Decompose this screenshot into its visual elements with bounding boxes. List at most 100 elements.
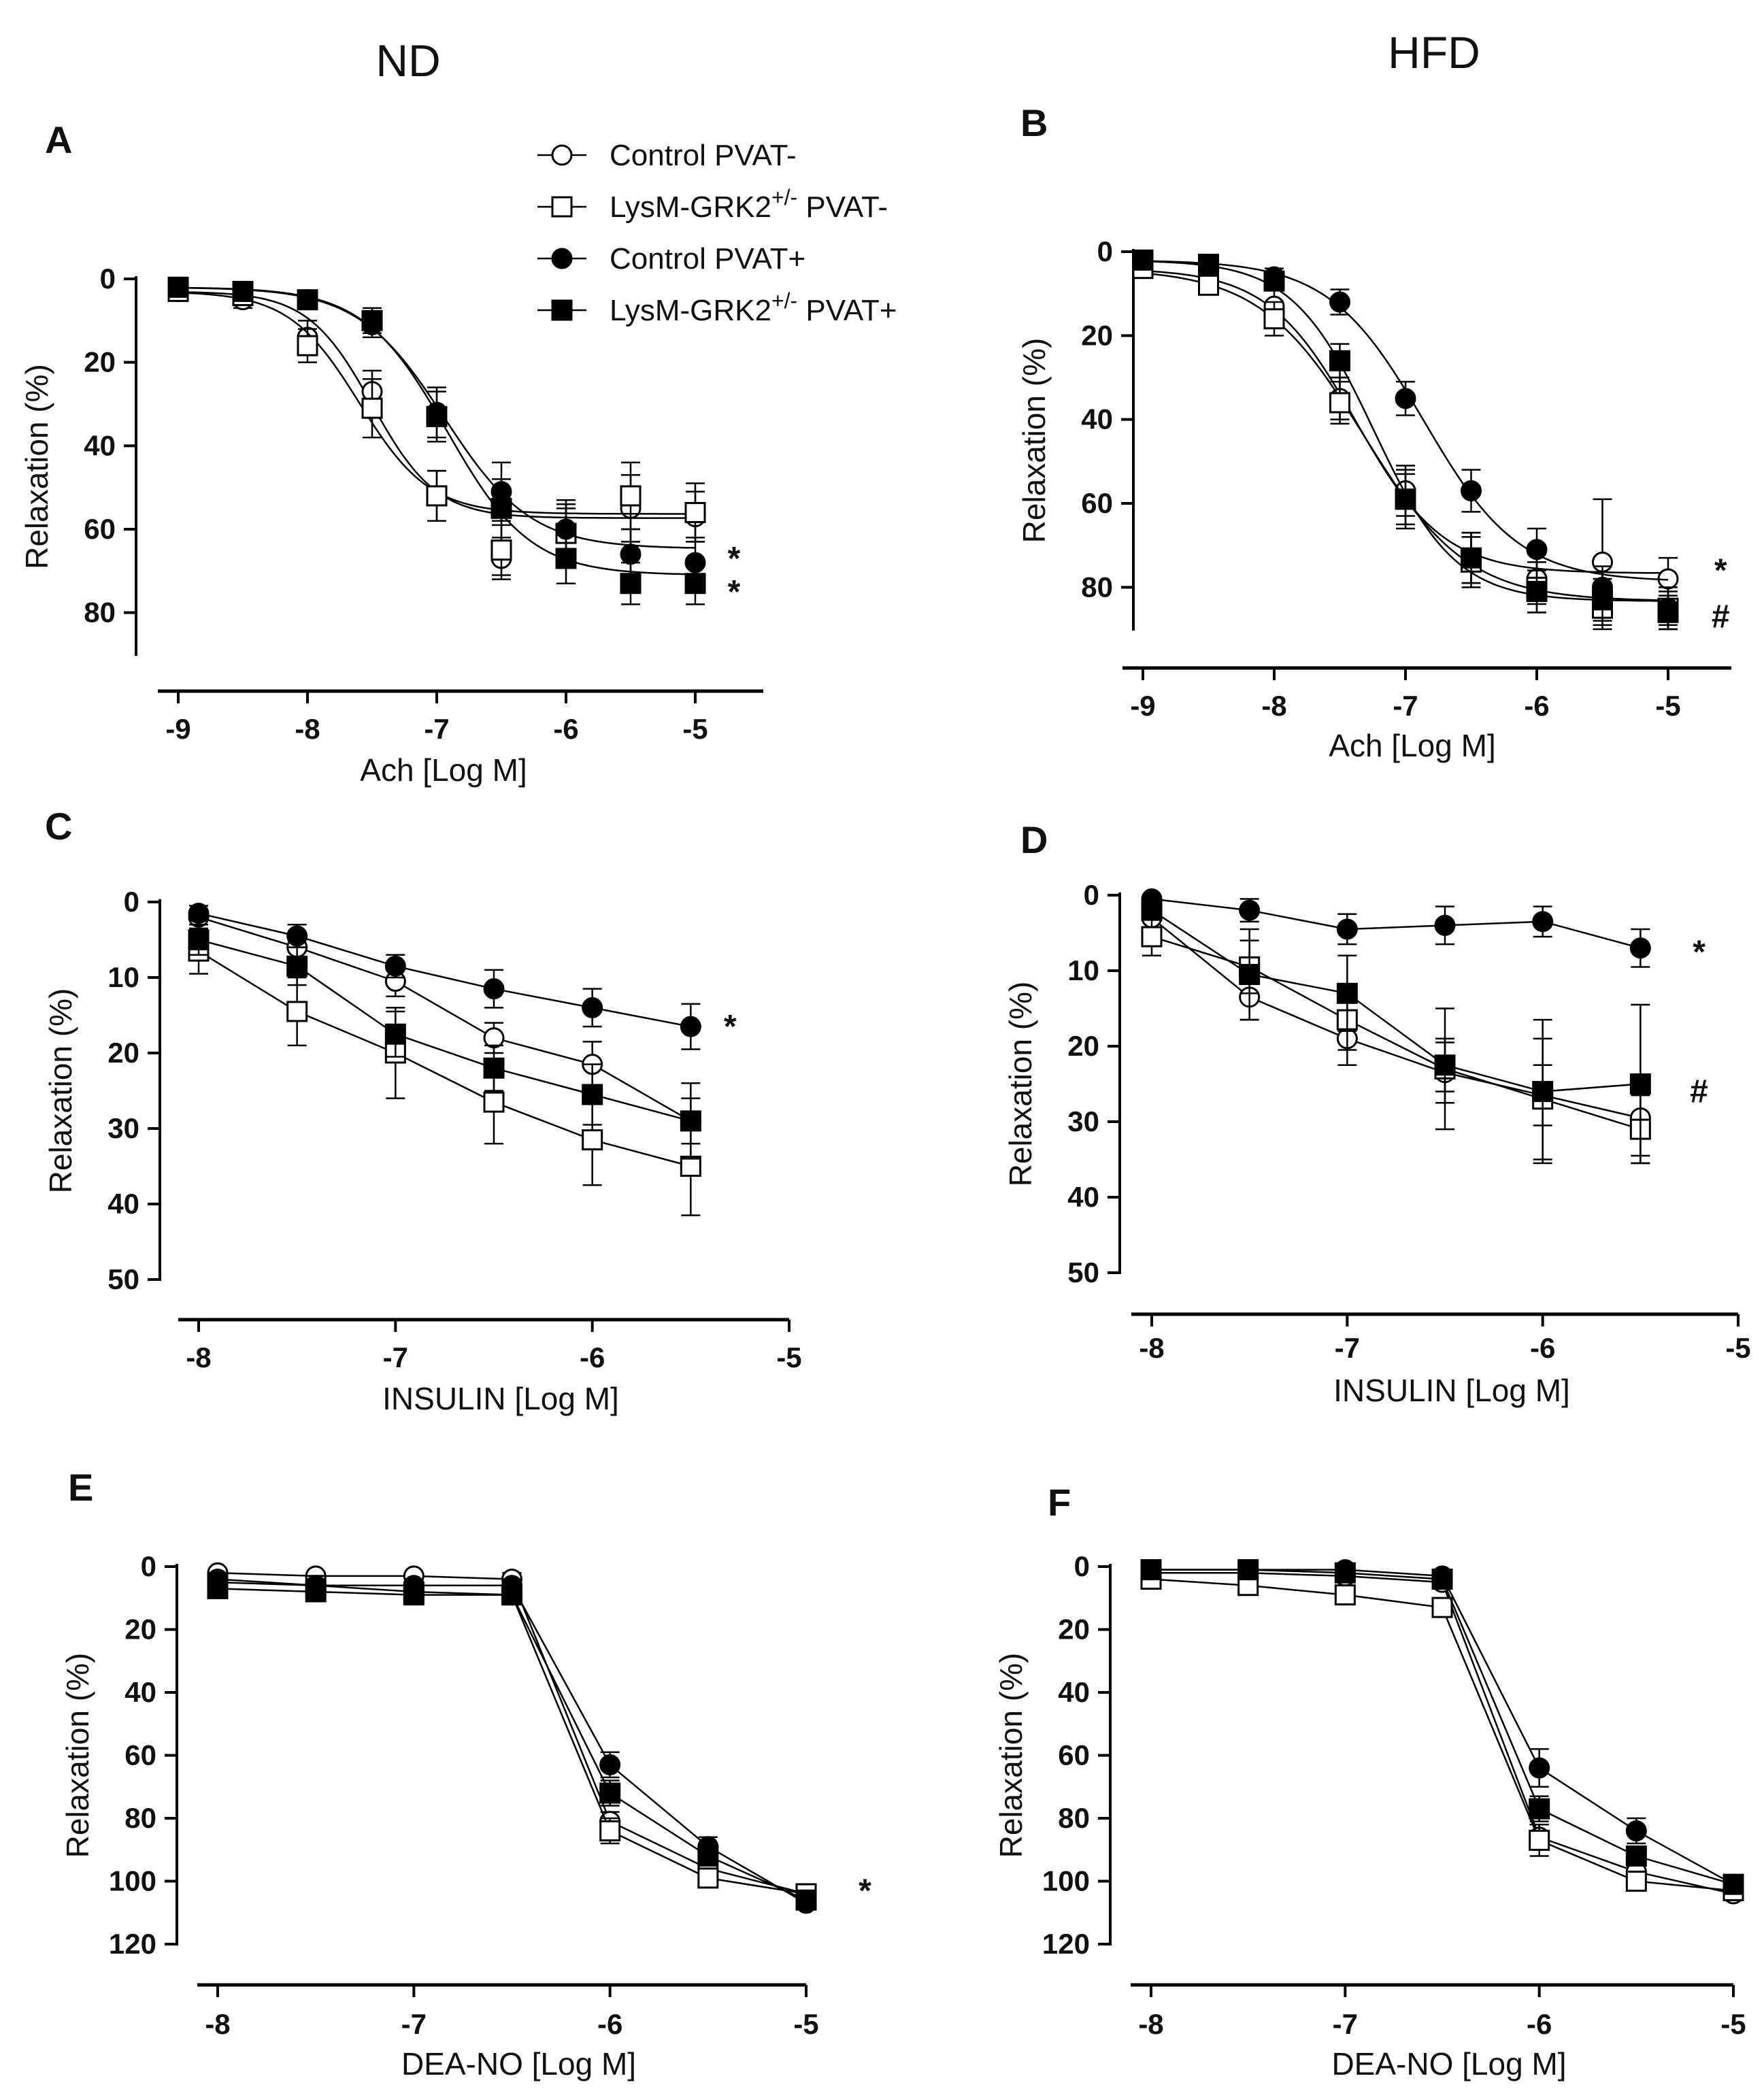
data-point: [1431, 1569, 1453, 1590]
series-line: [198, 912, 691, 1028]
legend-label: Control PVAT+: [610, 242, 805, 275]
data-point: [684, 573, 706, 595]
data-point: [188, 929, 210, 950]
series-line: [1150, 1578, 1734, 1892]
legend-label: LysM-GRK2+/- PVAT+: [610, 288, 897, 327]
series-2: [207, 1571, 817, 1905]
y-tick-label: 30: [107, 1112, 139, 1144]
series-line: [1151, 909, 1641, 1092]
data-point: [1141, 899, 1163, 921]
panel-label: B: [1020, 101, 1048, 144]
data-point: [1198, 274, 1219, 296]
data-point: [599, 1754, 621, 1775]
data-point: [1625, 1845, 1647, 1867]
data-point: [1629, 937, 1651, 959]
y-tick-label: 0: [141, 1550, 156, 1582]
y-axis: 0 20 40 60 80 Relaxation (%): [1016, 235, 1135, 631]
data-point: [620, 573, 642, 595]
data-point: [697, 1867, 719, 1889]
significance-marker: *: [728, 574, 741, 610]
legend-marker: [551, 248, 573, 269]
data-point: [620, 544, 642, 565]
series-line: [1151, 917, 1641, 1119]
x-tick-label: -7: [1333, 2008, 1358, 2040]
series-4: [1141, 899, 1651, 1165]
x-tick-label: -7: [424, 713, 449, 745]
y-axis-label: Relaxation (%): [1016, 338, 1052, 544]
x-tick-label: -9: [1130, 690, 1155, 722]
y-tick-label: 40: [1081, 403, 1113, 435]
legend-item: Control PVAT+: [537, 242, 805, 275]
data-point: [1334, 1584, 1356, 1606]
significance-marker: *: [1714, 553, 1727, 589]
x-tick-label: -8: [1261, 690, 1286, 722]
data-point: [599, 1782, 621, 1804]
data-point: [490, 497, 512, 519]
data-point: [555, 548, 577, 569]
panel-label: A: [45, 118, 72, 161]
panel-c: C 0 10 20 30 40 50 Relaxation (%) -8 -7 -6 -5 INSULI…: [43, 805, 802, 1416]
data-point: [1529, 1798, 1550, 1820]
y-tick-label: 10: [107, 961, 139, 993]
legend-marker: [551, 196, 573, 218]
legend-marker: [551, 144, 573, 166]
panel-label: D: [1020, 818, 1048, 861]
significance-marker: *: [728, 541, 741, 577]
series-line: [1151, 935, 1641, 1131]
data-point: [1329, 350, 1350, 371]
data-point: [1336, 982, 1358, 1004]
x-axis-label: DEA-NO [Log M]: [1331, 2046, 1566, 2082]
x-axis: -9 -8 -7 -6 -5 Ach [Log M]: [158, 689, 763, 788]
series-4: [167, 276, 706, 605]
panel-a: A 0 20 40 60 80 Relaxation (%) -9 -8 -7 -6 -5 Ach [L…: [19, 118, 763, 788]
data-point: [620, 485, 642, 507]
y-tick-label: 20: [107, 1037, 139, 1069]
series-line: [198, 939, 691, 1122]
y-tick-label: 80: [124, 1802, 156, 1834]
x-tick-label: -7: [383, 1341, 408, 1373]
data-point: [167, 276, 189, 298]
panel-e: E 0 20 40 60 80 100 120 Relaxation (%) -8 -7 -6 -5 DE…: [60, 1466, 871, 2082]
y-tick-label: 120: [109, 1928, 156, 1960]
legend-label: LysM-GRK2+/- PVAT-: [610, 185, 888, 224]
data-point: [795, 1889, 817, 1911]
data-point: [582, 1084, 603, 1105]
data-point: [1329, 291, 1350, 313]
panel-d: D 0 10 20 30 40 50 Relaxation (%) -8 -7 -6 -5 INSULI…: [1003, 818, 1751, 1408]
panel-label: E: [68, 1466, 93, 1509]
panel-f: F0 20 40 60 80 100 120 Relaxation (%) -8 -7 -6 -5 DE…: [993, 1481, 1746, 2082]
data-point: [207, 1577, 229, 1599]
y-tick-label: 0: [1084, 879, 1099, 911]
y-axis: 0 20 40 60 80 100 120 Relaxation (%): [60, 1550, 178, 1960]
data-point: [1431, 1597, 1453, 1618]
data-point: [599, 1820, 621, 1841]
x-tick-label: -5: [1655, 690, 1680, 722]
data-point: [1329, 392, 1350, 414]
y-tick-label: 40: [1067, 1181, 1099, 1213]
data-point: [1434, 1054, 1456, 1076]
data-point: [680, 1016, 701, 1037]
x-axis: -8 -7 -6 -5 INSULIN [Log M]: [178, 1318, 802, 1416]
data-point: [1657, 601, 1679, 623]
y-tick-label: 80: [84, 597, 116, 629]
data-point: [680, 1110, 701, 1132]
x-axis: -9 -8 -7 -6 -5 Ach [Log M]: [1122, 666, 1731, 763]
x-axis-label: Ach [Log M]: [360, 752, 527, 788]
x-tick-label: -6: [553, 713, 578, 745]
data-point: [1395, 488, 1416, 510]
data-point: [403, 1584, 425, 1606]
data-point: [483, 1091, 505, 1113]
y-tick-label: 30: [1067, 1105, 1099, 1137]
x-tick-label: -5: [776, 1341, 801, 1373]
series-line: [1151, 898, 1641, 949]
y-axis-label: Relaxation (%): [993, 1653, 1029, 1858]
x-tick-label: -7: [1393, 690, 1418, 722]
panel-b: B 0 20 40 60 80 Relaxation (%) -9 -8 -7 -6 -5 Ach [L…: [1016, 101, 1731, 763]
y-axis-label: Relaxation (%): [19, 364, 54, 569]
y-axis-label: Relaxation (%): [60, 1653, 95, 1858]
x-tick-label: -5: [1720, 2008, 1746, 2040]
data-point: [1461, 480, 1482, 501]
series-3: [188, 903, 701, 1050]
y-tick-label: 80: [1081, 571, 1113, 603]
y-tick-label: 40: [107, 1188, 139, 1220]
